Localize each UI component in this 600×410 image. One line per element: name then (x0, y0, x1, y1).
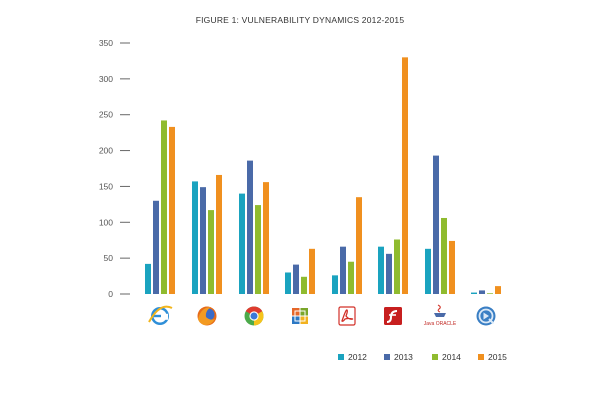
bar-2015-6 (449, 240, 455, 294)
y-tick-label: 300 (99, 74, 113, 84)
bar-2014-7 (487, 293, 493, 294)
bar-2013-4 (340, 246, 346, 294)
y-tick-label: 200 (99, 146, 113, 156)
y-tick-label: 0 (108, 289, 113, 299)
firefox-icon (197, 306, 217, 326)
oracle-java-icon: Java ORACLE (424, 304, 457, 327)
quicktime-icon (476, 306, 496, 326)
bar-2012-3 (285, 272, 291, 294)
legend-label-2012: 2012 (348, 352, 367, 362)
legend-swatch-2013 (384, 354, 390, 360)
bar-2013-1 (200, 187, 206, 294)
adobe-reader-icon (338, 306, 356, 326)
bar-2012-1 (192, 181, 198, 294)
chrome-icon (244, 306, 264, 326)
bar-2013-3 (293, 264, 299, 294)
bar-2012-4 (332, 275, 338, 294)
bar-2013-5 (386, 253, 392, 294)
legend-label-2014: 2014 (442, 352, 461, 362)
legend-label-2013: 2013 (394, 352, 413, 362)
chart-title: FIGURE 1: VULNERABILITY DYNAMICS 2012-20… (196, 15, 405, 25)
bar-2013-2 (247, 160, 253, 294)
bar-2013-7 (479, 290, 485, 294)
legend-label-2015: 2015 (488, 352, 507, 362)
category-icons: Java ORACLE (148, 304, 496, 327)
legend-swatch-2014 (432, 354, 438, 360)
bar-2015-1 (216, 174, 222, 294)
bar-2015-5 (402, 57, 408, 294)
bar-2015-7 (495, 286, 501, 294)
legend-swatch-2015 (478, 354, 484, 360)
bar-2015-2 (263, 182, 269, 294)
bar-2014-1 (208, 210, 214, 294)
legend-swatch-2012 (338, 354, 344, 360)
bar-2014-5 (394, 239, 400, 294)
y-axis: 0 50 100 150 200 250 300 350 (99, 38, 130, 299)
bars (145, 57, 501, 294)
bar-2015-4 (356, 197, 362, 294)
y-tick-label: 150 (99, 181, 113, 191)
y-tick-label: 350 (99, 38, 113, 48)
oracle-java-logo-text: Java ORACLE (424, 321, 457, 327)
bar-2012-2 (239, 193, 245, 294)
bar-2015-0 (169, 126, 175, 294)
y-tick-label: 50 (104, 253, 114, 263)
y-tick-label: 250 (99, 110, 113, 120)
bar-2012-6 (425, 248, 431, 294)
legend: 2012 2013 2014 2015 (338, 352, 507, 362)
y-tick-label: 100 (99, 217, 113, 227)
bar-2012-0 (145, 263, 151, 294)
bar-2013-0 (153, 200, 159, 294)
bar-2012-7 (471, 292, 477, 294)
microsoft-office-icon (292, 308, 308, 324)
bar-2014-6 (441, 217, 447, 294)
bar-2014-0 (161, 120, 167, 294)
internet-explorer-icon (148, 305, 173, 325)
bar-2014-3 (301, 276, 307, 294)
bar-2014-2 (255, 205, 261, 294)
bar-2012-5 (378, 246, 384, 294)
bar-2015-3 (309, 248, 315, 294)
bar-2013-6 (433, 155, 439, 294)
adobe-flash-icon (384, 307, 402, 325)
bar-2014-4 (348, 261, 354, 294)
